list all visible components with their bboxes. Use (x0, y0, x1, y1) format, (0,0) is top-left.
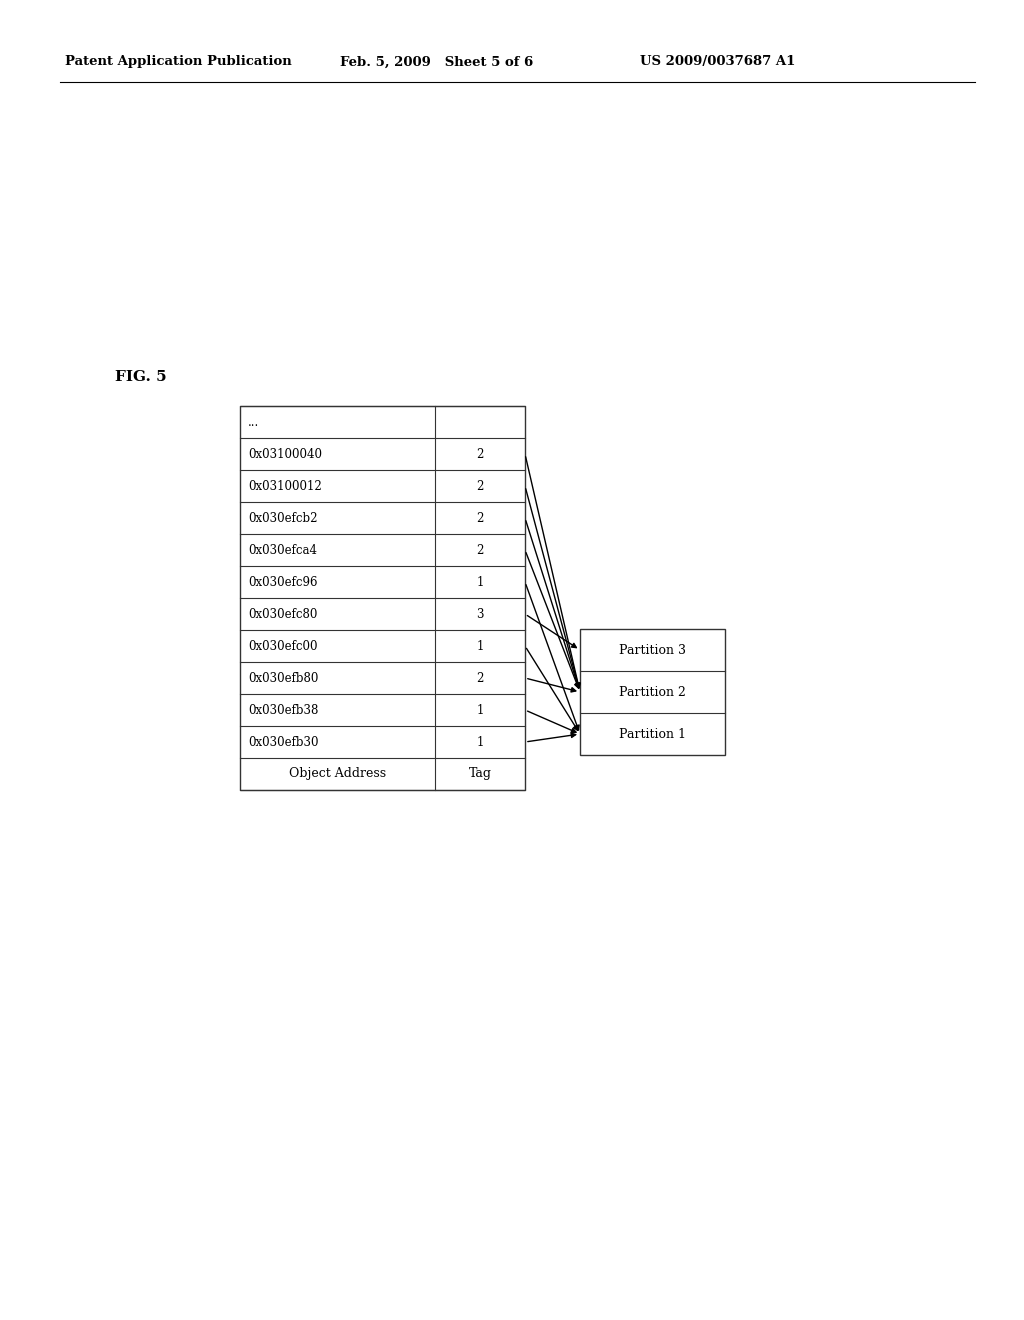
Bar (580, 630, 725, 755)
Text: Partition 1: Partition 1 (618, 727, 686, 741)
Text: 0x030efc00: 0x030efc00 (248, 639, 317, 652)
Text: 1: 1 (476, 639, 483, 652)
Text: 2: 2 (476, 511, 483, 524)
Text: 0x030efb38: 0x030efb38 (248, 704, 318, 717)
Text: Partition 3: Partition 3 (618, 644, 686, 656)
Text: Patent Application Publication: Patent Application Publication (65, 55, 292, 69)
Text: 2: 2 (476, 479, 483, 492)
Bar (240, 407, 525, 789)
Text: 2: 2 (476, 544, 483, 557)
Text: 0x03100040: 0x03100040 (248, 447, 322, 461)
Text: 0x030efc96: 0x030efc96 (248, 576, 317, 589)
Text: 0x030efb30: 0x030efb30 (248, 735, 318, 748)
Text: Partition 2: Partition 2 (620, 685, 686, 698)
Text: Feb. 5, 2009   Sheet 5 of 6: Feb. 5, 2009 Sheet 5 of 6 (340, 55, 534, 69)
Text: 0x03100012: 0x03100012 (248, 479, 322, 492)
Text: 0x030efc80: 0x030efc80 (248, 607, 317, 620)
Text: 2: 2 (476, 672, 483, 685)
Text: 2: 2 (476, 447, 483, 461)
Text: Object Address: Object Address (289, 767, 386, 780)
Text: 1: 1 (476, 735, 483, 748)
Text: 3: 3 (476, 607, 483, 620)
Text: 0x030efcb2: 0x030efcb2 (248, 511, 317, 524)
Text: ...: ... (248, 416, 259, 429)
Text: 1: 1 (476, 704, 483, 717)
Text: 1: 1 (476, 576, 483, 589)
Text: 0x030efca4: 0x030efca4 (248, 544, 317, 557)
Text: Tag: Tag (469, 767, 492, 780)
Text: US 2009/0037687 A1: US 2009/0037687 A1 (640, 55, 796, 69)
Text: 0x030efb80: 0x030efb80 (248, 672, 318, 685)
Text: FIG. 5: FIG. 5 (115, 370, 167, 384)
